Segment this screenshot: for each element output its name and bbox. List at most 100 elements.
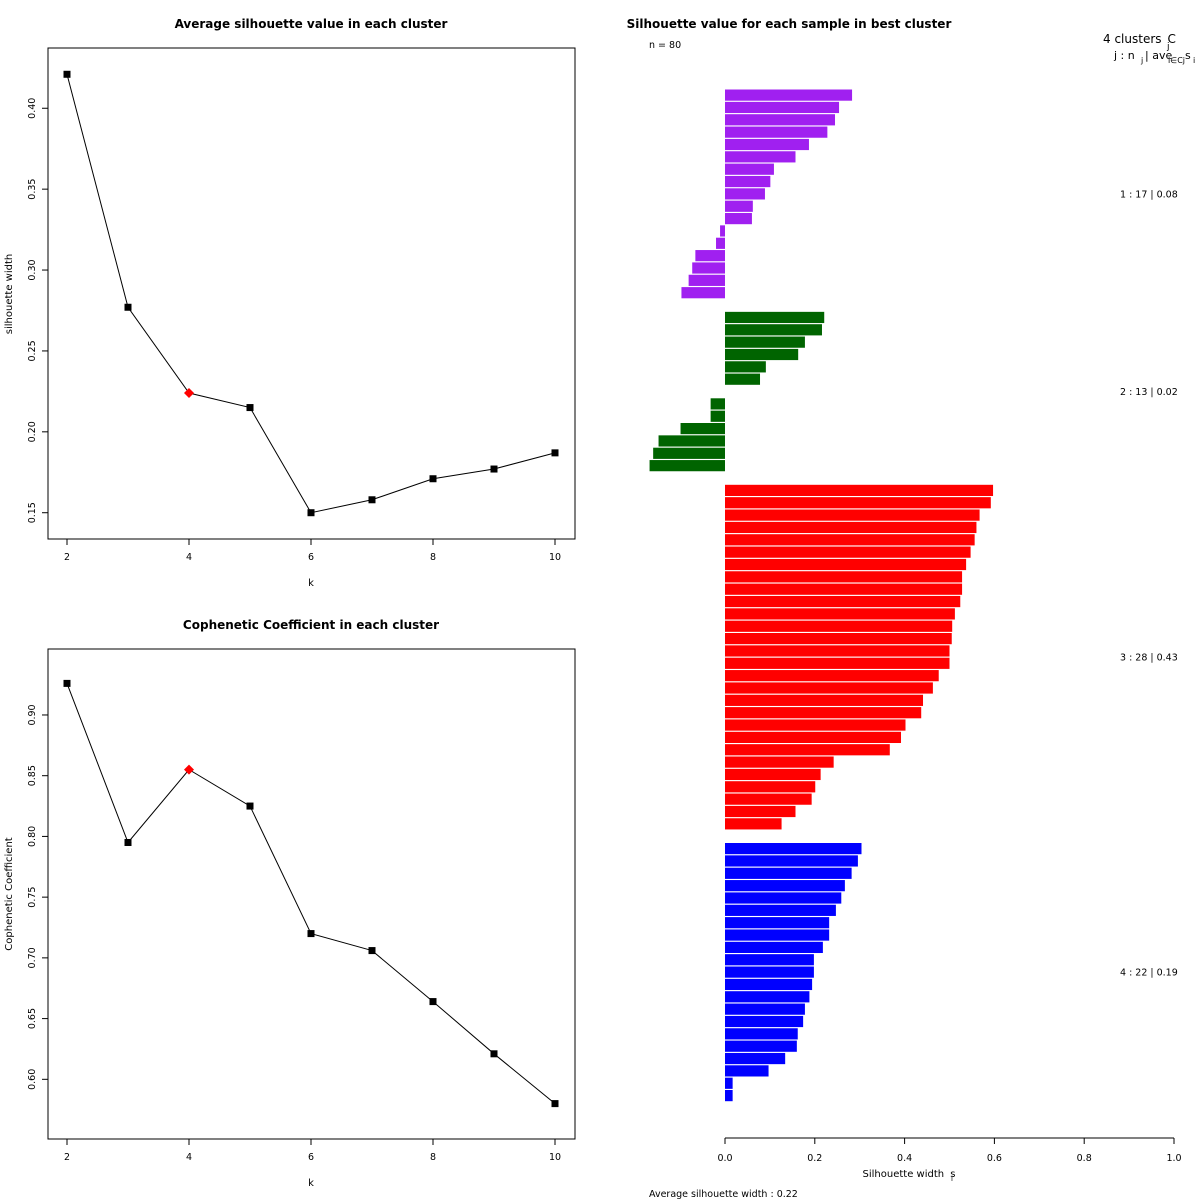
y-tick-label: 0.20 [27, 421, 38, 442]
silhouette-bar [725, 1015, 804, 1028]
x-tick-label: 0.4 [897, 1153, 912, 1164]
silhouette-bar [725, 583, 963, 595]
silhouette-bar [725, 558, 967, 571]
y-axis: 0.60 0.65 0.70 0.75 0.80 0.85 0.90 [27, 704, 48, 1090]
y-tick-label: 0.30 [27, 259, 38, 280]
x-tick-label: 1.0 [1166, 1153, 1181, 1164]
silhouette-bar [725, 633, 952, 645]
silhouette-bar [725, 1077, 733, 1089]
y-tick-label: 0.25 [27, 340, 38, 361]
silhouette-bar [725, 781, 816, 793]
highlight-point [184, 764, 194, 775]
legend-header: 4 clusters C j j : n j | ave i∈Cj s i [1103, 32, 1195, 65]
silhouette-bar [725, 373, 761, 385]
silhouette-bar [725, 546, 971, 558]
data-point [551, 1100, 559, 1108]
plot-frame [47, 648, 576, 1140]
silhouette-bar [725, 917, 830, 929]
legend-cj: C [1168, 32, 1176, 46]
silhouette-bar [725, 744, 890, 756]
silhouette-bar [725, 793, 812, 805]
silhouette-bar [725, 213, 752, 225]
cophenetic-line-chart: Cophenetic Coefficient in each cluster 2… [4, 618, 576, 1189]
x-tick-label: 2 [64, 552, 70, 563]
legend-nj-sub: j [1140, 56, 1143, 65]
silhouette-bar-chart: Silhouette value for each sample in best… [627, 17, 1196, 1200]
data-point [124, 838, 132, 846]
legend-s: s [1185, 49, 1191, 62]
data-point [490, 1050, 498, 1058]
x-tick-label: 8 [430, 552, 436, 563]
y-axis-label: Cophenetic Coefficient [4, 837, 15, 950]
data-point [307, 930, 315, 938]
silhouette-bar [725, 336, 805, 348]
silhouette-bar [649, 460, 725, 472]
silhouette-bar [725, 361, 766, 373]
cluster-legend-label: 4 : 22 | 0.19 [1120, 968, 1178, 979]
x-tick-label: 6 [308, 552, 314, 563]
x-tick-label: 2 [64, 1152, 70, 1163]
x-axis-label: k [308, 1178, 314, 1189]
silhouette-bar [725, 670, 939, 682]
sample-count: n = 80 [649, 40, 681, 51]
silhouette-bar [725, 694, 924, 706]
x-axis-label-s: s [950, 1169, 955, 1180]
silhouette-bar [692, 262, 725, 274]
silhouette-bar [725, 682, 933, 694]
silhouette-bar [725, 89, 853, 101]
series-line [63, 70, 559, 517]
silhouette-bar [725, 200, 753, 212]
legend-ave-sub: i∈Cj [1168, 56, 1185, 65]
data-point [63, 679, 71, 687]
x-tick-label: 0.8 [1077, 1153, 1092, 1164]
x-tick-label: 0.0 [717, 1153, 732, 1164]
legend-title: 4 clusters [1103, 32, 1162, 46]
silhouette-bar [653, 447, 725, 459]
data-point [246, 404, 254, 412]
silhouette-bar [725, 188, 765, 200]
silhouette-bar [681, 287, 725, 299]
silhouette-bar [725, 731, 902, 743]
silhouette-bar [725, 719, 906, 731]
data-point [551, 449, 559, 457]
y-tick-label: 0.70 [27, 947, 38, 968]
silhouette-bar [725, 1003, 805, 1015]
chart-title: Cophenetic Coefficient in each cluster [183, 618, 439, 632]
silhouette-bar [725, 843, 862, 855]
y-tick-label: 0.15 [27, 502, 38, 523]
silhouette-bar [725, 348, 799, 361]
silhouette-bar [725, 497, 991, 509]
plot-frame [47, 47, 576, 540]
cluster-legend-label: 1 : 17 | 0.08 [1120, 189, 1178, 200]
svg-text:j : n: j : n [1113, 49, 1135, 62]
silhouette-bar [725, 1052, 786, 1065]
x-axis-label-sub: i [951, 1175, 953, 1183]
legend-cj-sub: j [1166, 42, 1170, 52]
silhouette-bar [725, 114, 836, 126]
silhouette-bar [725, 929, 830, 941]
silhouette-bar [710, 410, 725, 422]
y-tick-label: 0.35 [27, 179, 38, 200]
x-tick-label: 10 [549, 1152, 561, 1163]
silhouette-bar [725, 954, 814, 966]
series-line [63, 679, 559, 1108]
x-tick-label: 0.6 [987, 1153, 1002, 1164]
x-axis-label: k [308, 578, 314, 589]
data-point [246, 802, 254, 810]
cluster-legend: 1 : 17 | 0.08 2 : 13 | 0.02 3 : 28 | 0.43 4… [1120, 189, 1178, 978]
silhouette-bar [688, 274, 725, 286]
chart-title: Silhouette value for each sample in best… [627, 17, 952, 31]
silhouette-bar [725, 484, 994, 496]
silhouette-bar [725, 620, 953, 632]
silhouette-bar [725, 324, 822, 336]
x-axis: 2 4 6 8 10 [64, 539, 561, 563]
x-axis-label: Silhouette width [863, 1169, 945, 1180]
silhouette-bar [725, 880, 845, 892]
silhouette-bar [710, 398, 725, 410]
silhouette-bar [725, 138, 809, 151]
data-point [429, 475, 437, 483]
x-tick-label: 4 [186, 552, 192, 563]
bars [649, 89, 994, 1102]
data-point [124, 303, 132, 311]
